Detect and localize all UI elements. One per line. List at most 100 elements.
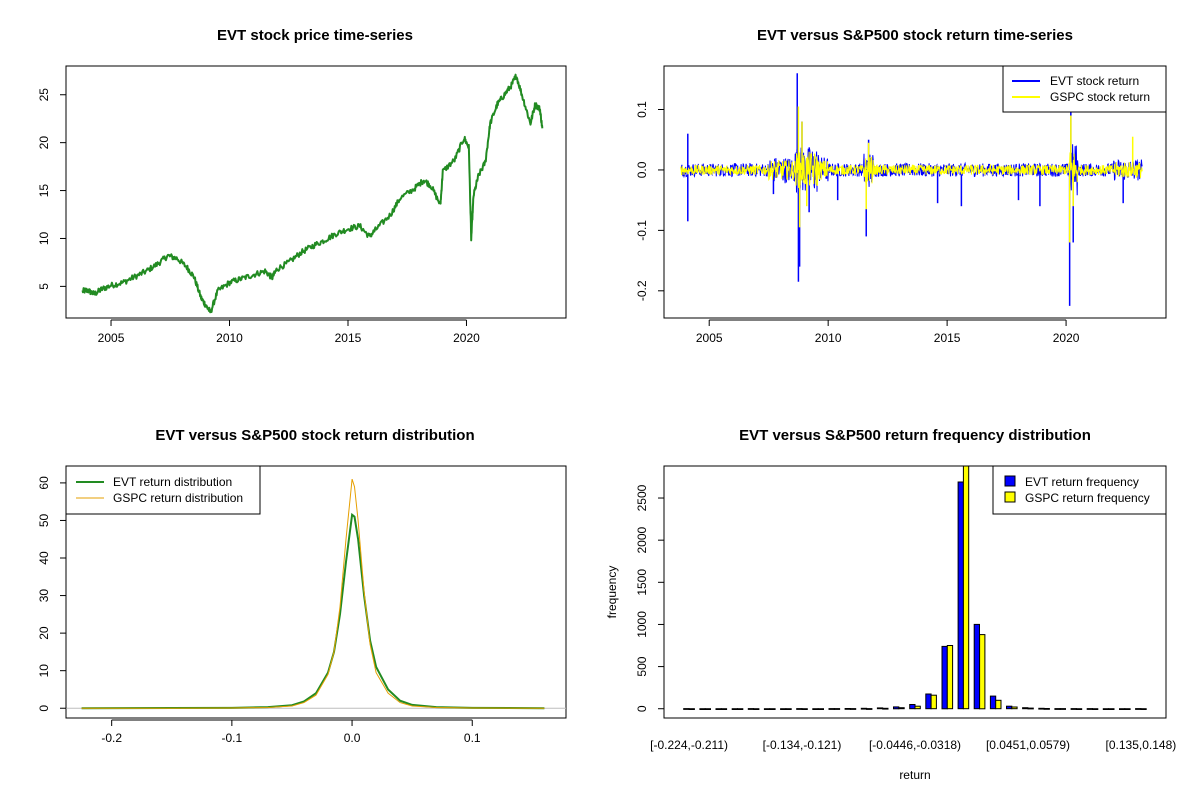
evt-frequency-bar xyxy=(893,706,900,710)
legend: EVT return frequency GSPC return frequen… xyxy=(992,465,1167,515)
y-tick-label: 20 xyxy=(37,136,51,150)
panel-evt-price: EVT stock price time-series 2005 2010 2015… xyxy=(37,27,567,345)
evt-frequency-bar xyxy=(1070,708,1077,710)
y-tick-label: 2500 xyxy=(635,484,649,511)
y-tick-label: 0 xyxy=(635,705,649,712)
evt-frequency-bar xyxy=(973,623,981,710)
y-axis: 5 10 15 20 25 xyxy=(37,88,67,290)
x-tick-label: 0.1 xyxy=(464,731,481,745)
x-axis: 2005 2010 2015 2020 xyxy=(696,319,1080,345)
legend-label-gspc: GSPC return frequency xyxy=(1025,491,1150,505)
price-line-group xyxy=(81,73,544,314)
legend: EVT return distribution GSPC return dist… xyxy=(65,465,261,515)
legend: EVT stock return GSPC stock return xyxy=(1002,65,1167,113)
gspc-frequency-bar xyxy=(1043,708,1050,710)
gspc-frequency-bar xyxy=(1092,708,1099,711)
legend-swatch-gspc xyxy=(1004,491,1016,503)
evt-frequency-bar xyxy=(1119,708,1126,711)
x-axis: [-0.224,-0.211) [-0.134,-0.121) [-0.0446,-… xyxy=(650,738,1176,752)
x-tick-label: 2015 xyxy=(934,331,961,345)
x-tick-label: 2010 xyxy=(216,331,243,345)
y-tick-label: 50 xyxy=(37,513,51,527)
x-tick-label: 0.0 xyxy=(344,731,361,745)
evt-frequency-bar xyxy=(747,708,755,710)
gspc-frequency-bar xyxy=(801,708,808,711)
evt-frequency-bar xyxy=(844,708,851,710)
legend-label-gspc: GSPC return distribution xyxy=(113,491,243,505)
y-tick-label: 40 xyxy=(37,551,51,565)
y-tick-label: 5 xyxy=(37,283,51,290)
gspc-frequency-bar xyxy=(898,707,905,710)
y-tick-label: 1500 xyxy=(635,569,649,596)
y-tick-label: -0.2 xyxy=(635,280,649,301)
evt-frequency-bar xyxy=(763,708,771,711)
evt-frequency-bar xyxy=(925,693,932,710)
chart-title: EVT versus S&P500 stock return distribut… xyxy=(155,427,474,444)
gspc-frequency-bar xyxy=(1011,706,1018,710)
evt-frequency-bar xyxy=(1086,708,1093,710)
evt-frequency-bar xyxy=(989,695,997,710)
legend-box xyxy=(1002,65,1167,113)
panel-return-distribution: EVT versus S&P500 stock return distribut… xyxy=(37,427,567,745)
x-tick-label: -0.2 xyxy=(101,731,122,745)
x-tick-label: [-0.0446,-0.0318) xyxy=(869,738,961,752)
evt-frequency-bar xyxy=(860,707,868,710)
y-tick-label: 0.0 xyxy=(635,161,649,178)
gspc-frequency-bar xyxy=(946,645,954,710)
x-tick-label: 2005 xyxy=(98,331,125,345)
gspc-frequency-bar xyxy=(753,708,760,711)
legend-box xyxy=(992,465,1167,515)
y-tick-label: 500 xyxy=(635,656,649,676)
legend-label-gspc: GSPC stock return xyxy=(1050,90,1150,104)
gspc-frequency-bar xyxy=(704,708,712,711)
gspc-frequency-bar xyxy=(688,708,695,711)
evt-frequency-bar xyxy=(1038,707,1045,710)
legend-box xyxy=(65,465,261,515)
x-axis: -0.2 -0.1 0.0 0.1 xyxy=(101,719,481,745)
bars-group xyxy=(683,466,1147,711)
gspc-frequency-bar xyxy=(720,708,728,711)
y-tick-label: 10 xyxy=(37,231,51,245)
x-tick-label: [-0.224,-0.211) xyxy=(650,738,728,752)
gspc-frequency-bar xyxy=(1059,708,1066,710)
x-tick-label: 2020 xyxy=(453,331,480,345)
evt-frequency-bar xyxy=(812,708,819,711)
y-axis: -0.2 -0.1 0.0 0.1 xyxy=(635,101,665,301)
y-tick-label: 60 xyxy=(37,476,51,490)
y-tick-label: 0 xyxy=(37,705,51,712)
legend-swatch-evt xyxy=(1004,475,1016,487)
legend-label-evt: EVT return frequency xyxy=(1025,475,1139,489)
evt-frequency-bar xyxy=(699,708,706,711)
gspc-frequency-bar xyxy=(962,466,970,710)
y-tick-label: 30 xyxy=(37,589,51,603)
y-tick-label: 0.1 xyxy=(635,101,649,118)
panel-return-frequency: EVT versus S&P500 return frequency distr… xyxy=(605,427,1176,782)
panel-return-timeseries: EVT versus S&P500 stock return time-seri… xyxy=(635,27,1167,345)
y-tick-label: 15 xyxy=(37,184,51,198)
gspc-frequency-bar xyxy=(1108,708,1115,711)
gspc-frequency-bar xyxy=(849,708,857,710)
gspc-frequency-bar xyxy=(1027,707,1034,710)
x-axis-label: return xyxy=(899,768,930,782)
evt-frequency-bar xyxy=(1054,708,1061,710)
x-tick-label: 2020 xyxy=(1053,331,1080,345)
density-lines-group xyxy=(66,478,566,710)
gspc-frequency-bar xyxy=(769,708,776,711)
chart-title: EVT versus S&P500 return frequency distr… xyxy=(739,427,1091,444)
evt-frequency-bar xyxy=(715,708,722,711)
evt-frequency-bar xyxy=(1006,705,1013,710)
x-tick-label: [0.135,0.148) xyxy=(1106,738,1177,752)
evt-frequency-bar xyxy=(909,704,916,710)
legend-label-evt: EVT stock return xyxy=(1050,74,1139,88)
gspc-frequency-bar xyxy=(995,699,1002,710)
x-tick-label: [0.0451,0.0579) xyxy=(986,738,1070,752)
price-line xyxy=(81,73,544,314)
evt-frequency-bar xyxy=(941,645,948,710)
chart-title: EVT versus S&P500 stock return time-seri… xyxy=(757,27,1073,44)
evt-frequency-bar xyxy=(1135,708,1142,710)
y-axis: 0 500 1000 1500 2000 2500 xyxy=(635,484,665,712)
evt-frequency-bar xyxy=(683,708,690,710)
y-tick-label: 20 xyxy=(37,626,51,640)
chart-title: EVT stock price time-series xyxy=(217,27,413,44)
